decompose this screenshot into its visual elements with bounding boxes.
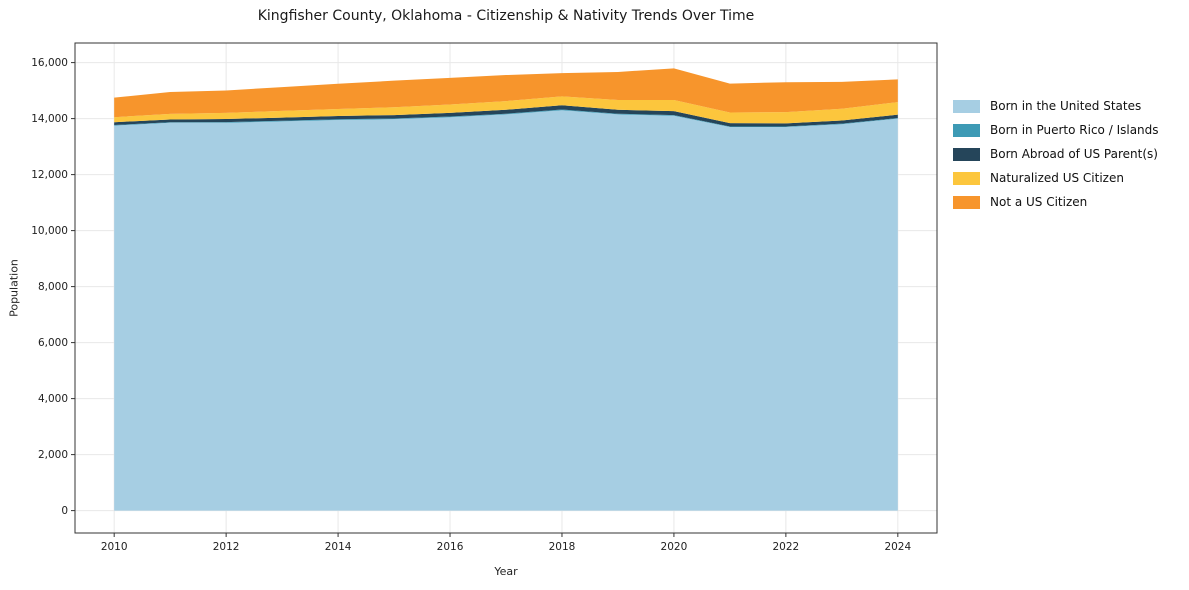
- y-tick-label: 6,000: [38, 337, 68, 349]
- legend-item-not-citizen: Not a US Citizen: [953, 195, 1159, 209]
- legend-label-born-abroad: Born Abroad of US Parent(s): [990, 147, 1158, 161]
- legend-swatch-naturalized: [953, 171, 980, 185]
- area-series-1: [114, 109, 898, 127]
- y-tick-label: 10,000: [31, 225, 68, 237]
- legend-item-born-abroad: Born Abroad of US Parent(s): [953, 147, 1159, 161]
- y-tick-label: 12,000: [31, 169, 68, 181]
- y-tick-label: 16,000: [31, 57, 68, 69]
- y-axis-label: Population: [7, 259, 21, 317]
- tick-labels: 2010 2012 2014 2016 2018 2020 2022 2024 0 2,000 4,…: [31, 57, 911, 553]
- area-series-4: [114, 68, 898, 118]
- legend-label-naturalized: Naturalized US Citizen: [990, 171, 1124, 185]
- legend-item-born-us: Born in the United States: [953, 99, 1159, 113]
- x-tick-label: 2020: [661, 541, 688, 553]
- legend-swatch-born-abroad: [953, 147, 980, 161]
- x-tick-label: 2024: [884, 541, 911, 553]
- legend-label-puerto-rico: Born in Puerto Rico / Islands: [990, 123, 1159, 137]
- tick-marks: [71, 62, 899, 537]
- area-series-2: [114, 105, 898, 127]
- x-tick-label: 2018: [549, 541, 576, 553]
- y-tick-label: 4,000: [38, 393, 68, 405]
- legend-item-puerto-rico: Born in Puerto Rico / Islands: [953, 123, 1159, 137]
- y-tick-label: 0: [61, 505, 68, 517]
- legend-swatch-not-citizen: [953, 195, 980, 209]
- x-tick-label: 2010: [101, 541, 128, 553]
- y-tick-label: 2,000: [38, 449, 68, 461]
- legend: Born in the United States Born in Puerto…: [953, 99, 1159, 219]
- x-tick-label: 2016: [437, 541, 464, 553]
- legend-label-not-citizen: Not a US Citizen: [990, 195, 1088, 209]
- area-series-0: [114, 110, 898, 511]
- chart-title: Kingfisher County, Oklahoma - Citizenshi…: [257, 8, 755, 24]
- x-tick-label: 2022: [773, 541, 800, 553]
- x-tick-label: 2014: [325, 541, 352, 553]
- x-axis-label: Year: [494, 565, 518, 578]
- x-tick-label: 2012: [213, 541, 240, 553]
- legend-item-naturalized: Naturalized US Citizen: [953, 171, 1159, 185]
- plot-border: [74, 42, 938, 534]
- y-tick-label: 8,000: [38, 281, 68, 293]
- legend-swatch-born-us: [953, 99, 980, 113]
- legend-label-born-us: Born in the United States: [990, 99, 1142, 113]
- legend-swatch-puerto-rico: [953, 123, 980, 137]
- area-series-3: [114, 96, 898, 124]
- y-tick-label: 14,000: [31, 113, 68, 125]
